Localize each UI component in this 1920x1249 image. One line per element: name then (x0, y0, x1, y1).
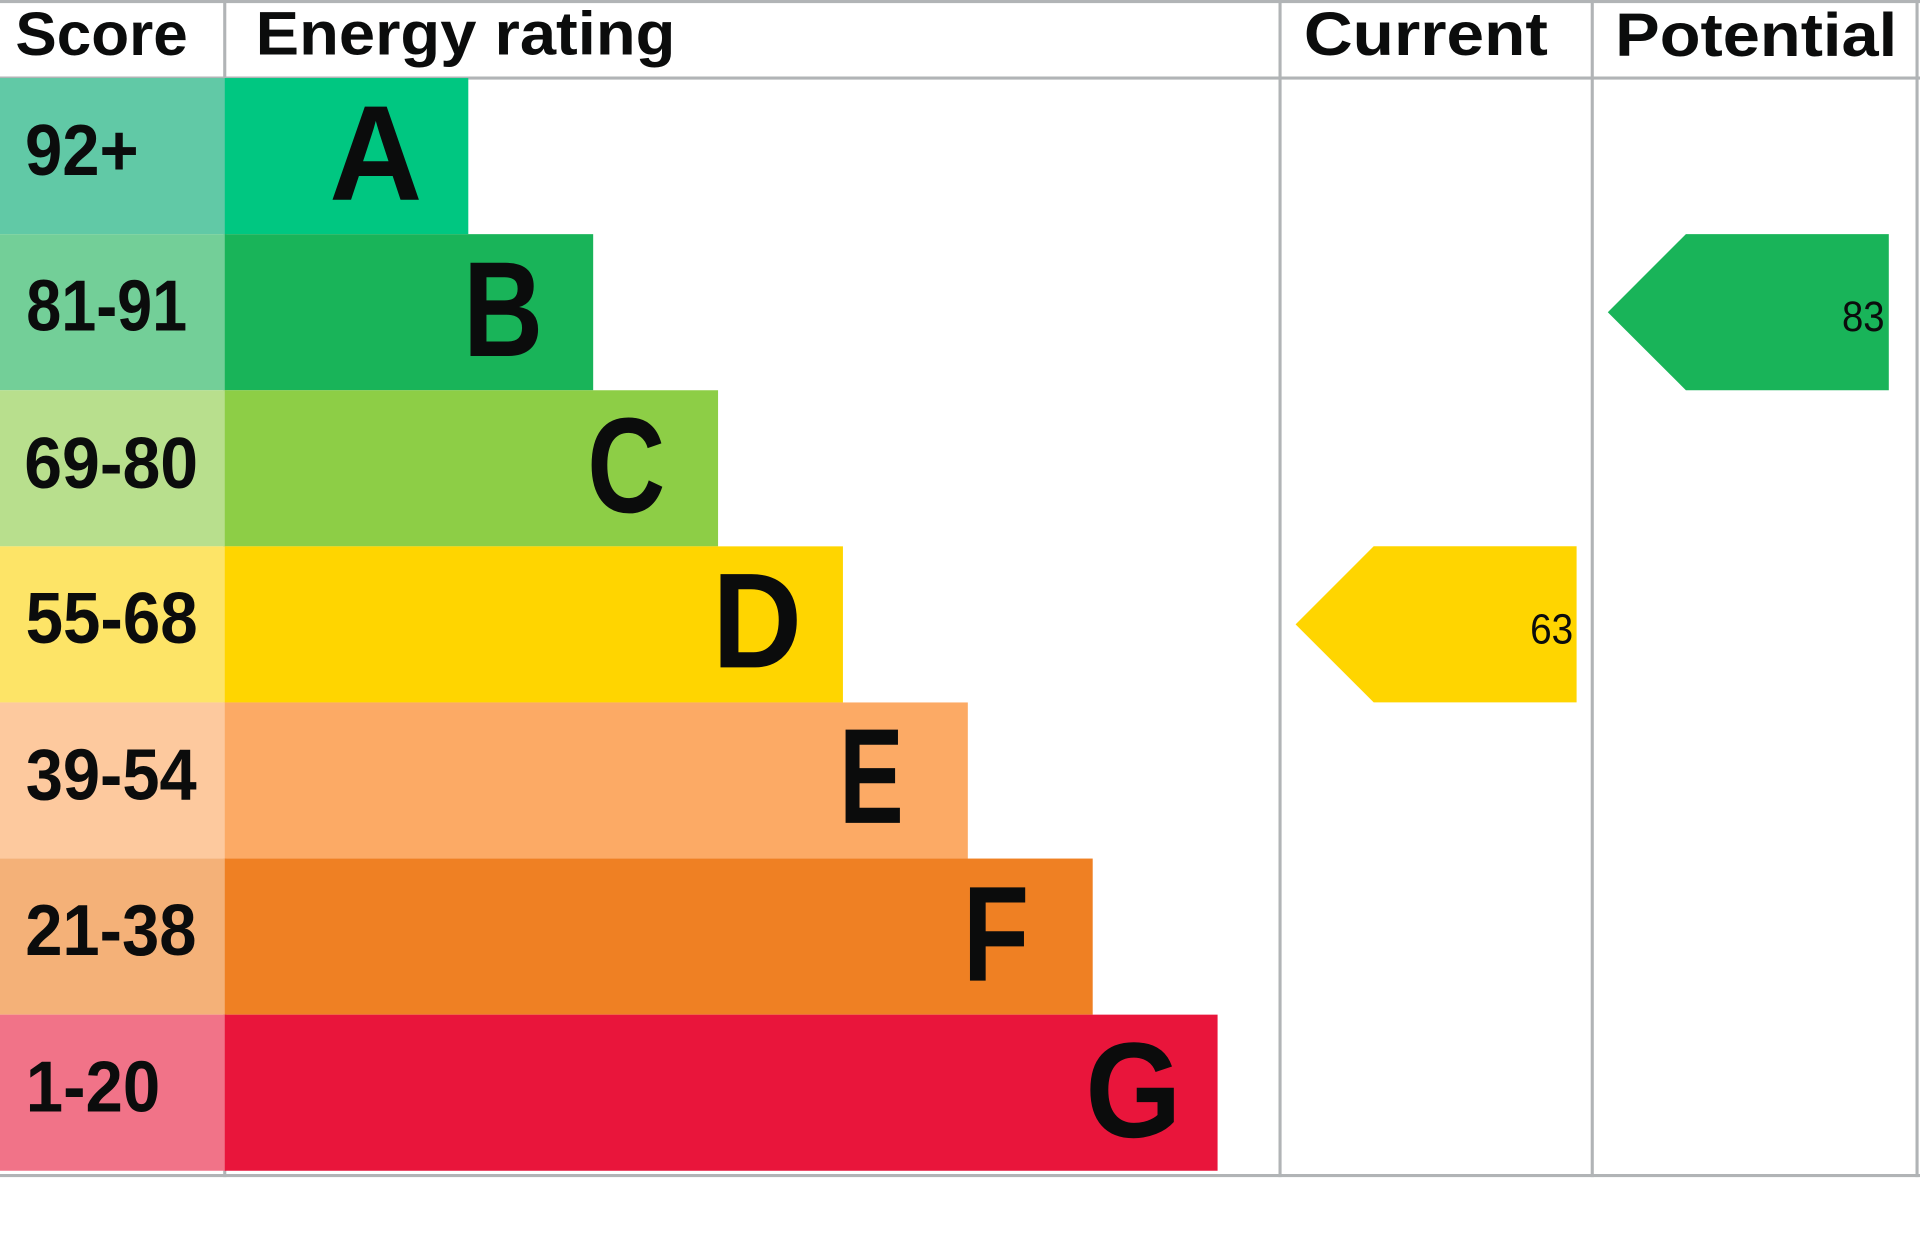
svg-text:Current: Current (1304, 0, 1548, 68)
svg-text:69-80: 69-80 (24, 423, 198, 504)
svg-text:55-68: 55-68 (26, 578, 198, 659)
svg-text:39-54: 39-54 (26, 735, 197, 816)
svg-text:81-91: 81-91 (26, 266, 187, 347)
svg-text:63: 63 (1530, 606, 1573, 654)
svg-text:D: D (712, 544, 802, 696)
svg-text:92+: 92+ (25, 110, 139, 191)
svg-text:B: B (463, 233, 543, 385)
svg-text:E: E (839, 700, 904, 852)
svg-text:1-20: 1-20 (26, 1046, 160, 1127)
svg-text:F: F (963, 858, 1029, 1010)
svg-text:Potential: Potential (1615, 1, 1897, 69)
svg-text:C: C (587, 389, 665, 541)
svg-text:83: 83 (1842, 293, 1885, 341)
svg-text:Score: Score (15, 0, 187, 68)
svg-text:21-38: 21-38 (25, 890, 196, 971)
svg-text:A: A (329, 77, 422, 229)
svg-text:G: G (1085, 1014, 1181, 1166)
svg-text:Energy rating: Energy rating (256, 0, 676, 68)
